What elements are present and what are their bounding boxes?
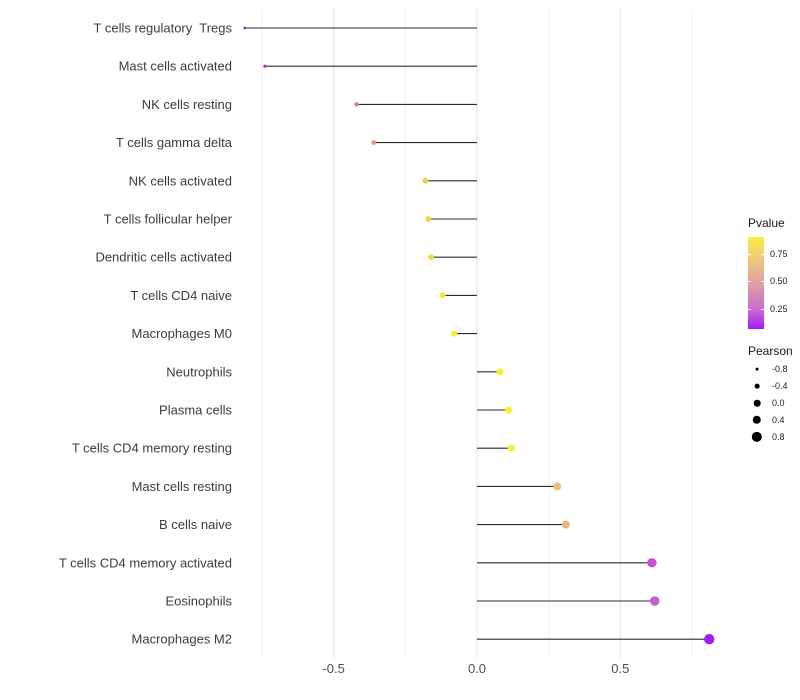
category-label: Eosinophils <box>166 594 233 609</box>
lollipop-row: Macrophages M2 <box>132 632 715 647</box>
x-tick-label: 0.0 <box>468 661 486 676</box>
pvalue-bar-tick <box>748 254 751 255</box>
lollipop-row: T cells gamma delta <box>116 135 477 150</box>
lollipop-dot <box>450 330 458 337</box>
category-label: Neutrophils <box>166 364 232 379</box>
lollipop-row: NK cells activated <box>129 173 477 188</box>
pvalue-gradient-bar <box>748 237 764 329</box>
pvalue-bar-tick <box>761 281 764 282</box>
pearson-size-label: -0.4 <box>772 381 788 391</box>
lollipop-row: T cells CD4 memory activated <box>59 555 657 570</box>
lollipop-dot <box>371 140 377 146</box>
category-label: Mast cells activated <box>119 59 232 74</box>
lollipop-row: NK cells resting <box>142 97 477 112</box>
category-label: T cells regulatory Tregs <box>94 21 233 36</box>
lollipop-dot <box>243 26 247 30</box>
pvalue-legend-title: Pvalue <box>748 216 785 230</box>
lollipop-row: T cells regulatory Tregs <box>94 21 477 36</box>
category-label: B cells naive <box>159 517 232 532</box>
lollipop-row: Mast cells activated <box>119 59 477 74</box>
lollipop-row: T cells CD4 naive <box>130 288 477 303</box>
lollipop-row: T cells follicular helper <box>104 212 477 227</box>
category-label: T cells follicular helper <box>104 212 233 227</box>
category-label: Mast cells resting <box>132 479 232 494</box>
lollipop-row: T cells CD4 memory resting <box>72 441 515 456</box>
lollipop-dot <box>507 444 515 452</box>
pvalue-bar-tick <box>761 309 764 310</box>
lollipop-dot <box>647 558 657 568</box>
pearson-size-dot <box>752 415 762 425</box>
pearson-size-label: -0.8 <box>772 364 788 374</box>
category-label: NK cells resting <box>142 97 232 112</box>
lollipop-dot <box>561 520 570 529</box>
x-tick-label: 0.5 <box>611 661 629 676</box>
pvalue-tick-label: 0.75 <box>770 249 788 259</box>
category-label: Dendritic cells activated <box>95 250 232 265</box>
lollipop-row: Mast cells resting <box>132 479 562 494</box>
category-label: T cells CD4 naive <box>130 288 232 303</box>
pearson-size-dot <box>751 431 763 443</box>
pvalue-tick-label: 0.50 <box>770 276 788 286</box>
category-label: T cells gamma delta <box>116 135 233 150</box>
pearson-size-dot <box>754 383 760 389</box>
lollipop-dot <box>354 102 359 107</box>
lollipop-dot <box>428 254 435 261</box>
lollipop-dot <box>263 64 267 68</box>
lollipop-dot <box>504 406 513 414</box>
lollipop-row: Dendritic cells activated <box>95 250 477 265</box>
category-label: T cells CD4 memory activated <box>59 555 232 570</box>
pearson-size-label: 0.4 <box>772 415 785 425</box>
pvalue-bar-tick <box>761 254 764 255</box>
category-label: Macrophages M0 <box>132 326 232 341</box>
lollipop-row: Plasma cells <box>159 403 513 418</box>
lollipop-dot <box>496 368 504 376</box>
lollipop-row: Eosinophils <box>166 594 660 609</box>
pvalue-tick-label: 0.25 <box>770 304 788 314</box>
pearson-size-label: 0.0 <box>772 398 785 408</box>
lollipop-dot <box>553 482 562 491</box>
lollipop-dot <box>425 216 432 222</box>
pearson-size-dot <box>755 367 759 371</box>
pearson-legend-title: Pearson <box>748 344 793 358</box>
pearson-size-dot <box>753 399 761 407</box>
pearson-size-label: 0.8 <box>772 432 785 442</box>
category-label: NK cells activated <box>129 173 232 188</box>
lollipop-dot <box>704 633 715 645</box>
lollipop-row: B cells naive <box>159 517 570 532</box>
pvalue-bar-tick <box>748 281 751 282</box>
category-label: Macrophages M2 <box>132 632 232 647</box>
category-label: Plasma cells <box>159 403 232 418</box>
lollipop-dot <box>439 292 446 299</box>
category-label: T cells CD4 memory resting <box>72 441 232 456</box>
lollipop-row: Macrophages M0 <box>132 326 477 341</box>
x-tick-label: -0.5 <box>322 661 344 676</box>
lollipop-dot <box>649 596 660 606</box>
lollipop-row: Neutrophils <box>166 364 504 379</box>
lollipop-dot <box>422 177 429 184</box>
pvalue-bar-tick <box>748 309 751 310</box>
